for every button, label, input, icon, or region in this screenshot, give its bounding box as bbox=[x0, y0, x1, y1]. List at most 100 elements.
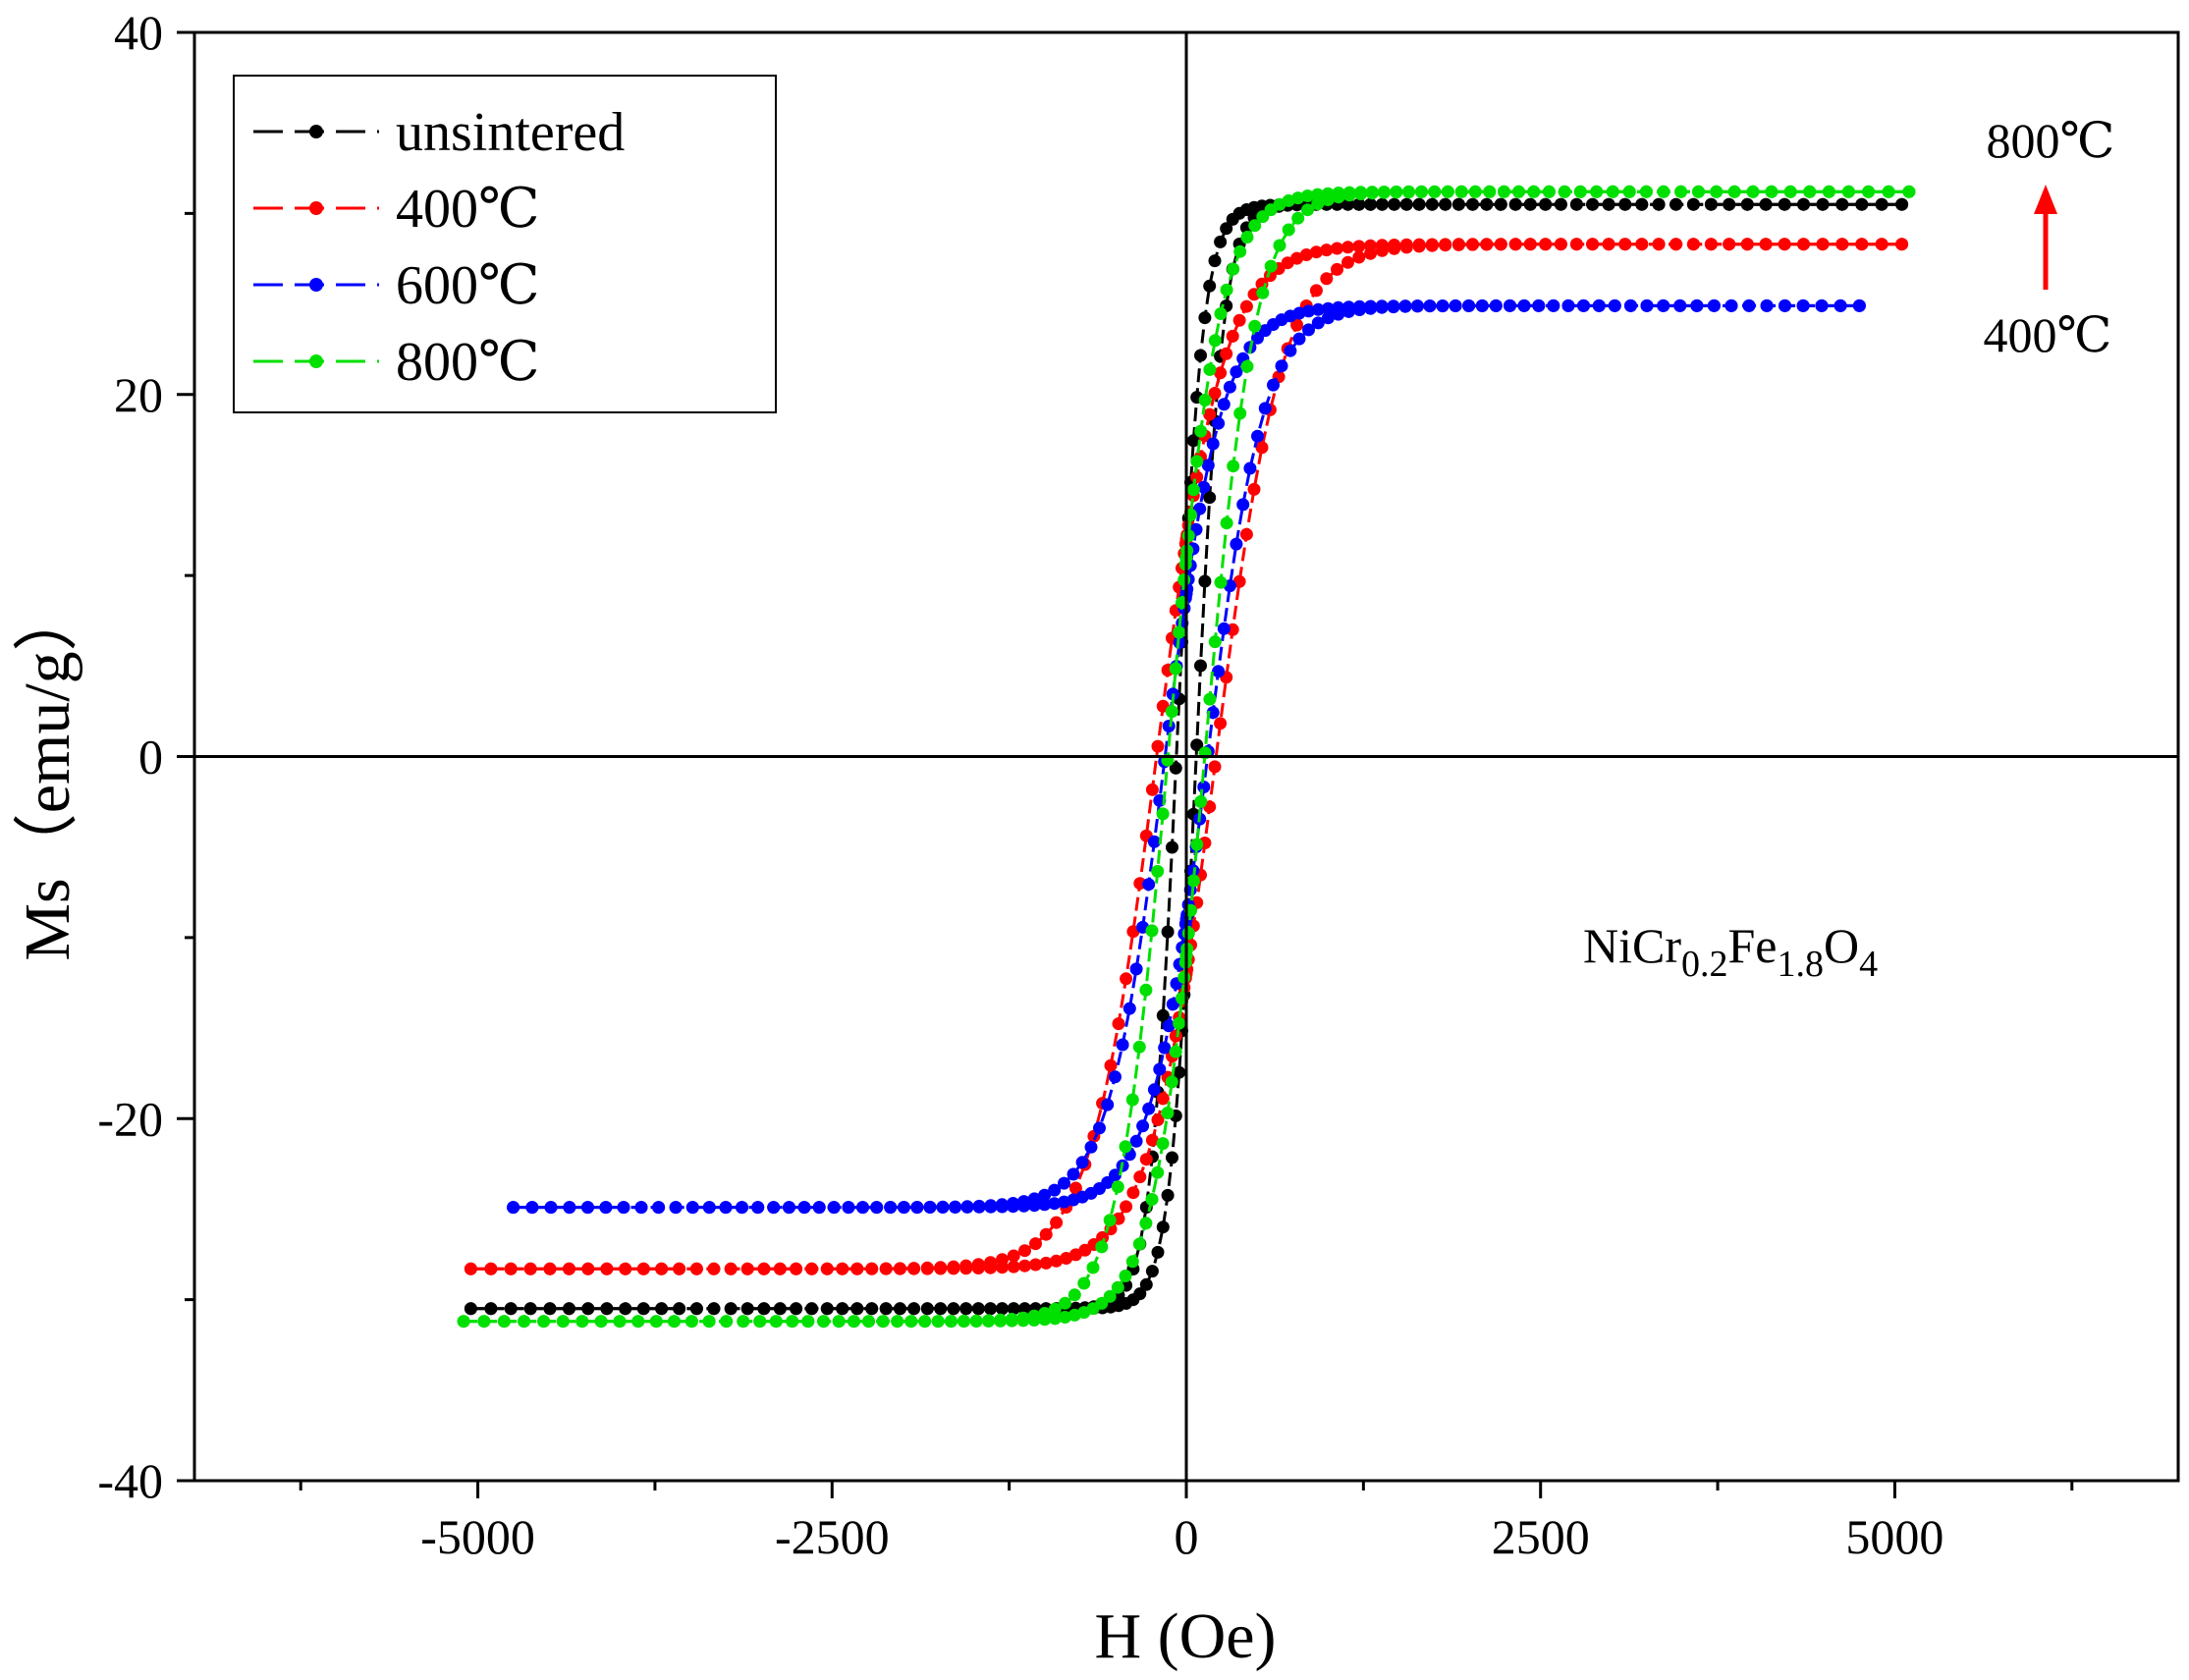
data-point bbox=[1441, 185, 1454, 198]
data-point bbox=[1704, 238, 1718, 251]
data-point bbox=[1399, 197, 1413, 211]
data-point bbox=[1816, 238, 1830, 251]
data-point bbox=[484, 1262, 498, 1275]
data-point bbox=[971, 1302, 985, 1316]
data-point bbox=[1007, 1249, 1020, 1263]
data-point bbox=[1145, 1133, 1159, 1147]
formula-o: O bbox=[1824, 918, 1859, 973]
data-point bbox=[960, 1200, 974, 1214]
data-point bbox=[1375, 300, 1389, 314]
data-point bbox=[724, 1262, 738, 1275]
data-point bbox=[1077, 1276, 1091, 1290]
data-point bbox=[1618, 238, 1632, 251]
data-point bbox=[757, 1302, 771, 1316]
data-point bbox=[1635, 238, 1649, 251]
data-point bbox=[1151, 1245, 1165, 1259]
data-point bbox=[1439, 197, 1452, 211]
data-point bbox=[1723, 197, 1736, 211]
data-point bbox=[1194, 349, 1207, 362]
data-point bbox=[1005, 1314, 1018, 1328]
data-point bbox=[1226, 329, 1239, 343]
data-point bbox=[757, 1262, 771, 1275]
data-point bbox=[1165, 1075, 1178, 1089]
data-point bbox=[1132, 1040, 1146, 1054]
data-point bbox=[836, 1262, 849, 1275]
data-point bbox=[982, 1315, 996, 1328]
data-point bbox=[1129, 1134, 1143, 1148]
data-point bbox=[707, 1262, 721, 1275]
data-point bbox=[1214, 575, 1228, 589]
data-point bbox=[1462, 299, 1476, 312]
data-point bbox=[1165, 705, 1178, 719]
data-point bbox=[685, 1201, 699, 1215]
data-point bbox=[477, 1315, 491, 1328]
data-point bbox=[783, 1201, 795, 1215]
data-point bbox=[1255, 441, 1269, 455]
data-point bbox=[689, 1302, 703, 1316]
data-point bbox=[1480, 238, 1494, 251]
data-point bbox=[862, 1315, 875, 1328]
data-point bbox=[1116, 1038, 1129, 1052]
data-point bbox=[1256, 286, 1270, 299]
data-point bbox=[1239, 527, 1253, 541]
data-point bbox=[1214, 307, 1228, 320]
data-point bbox=[702, 1315, 716, 1328]
data-point bbox=[1181, 529, 1195, 543]
data-point bbox=[1692, 185, 1705, 198]
data-point bbox=[1194, 424, 1208, 438]
data-point bbox=[1084, 1140, 1098, 1154]
data-point bbox=[1341, 255, 1354, 269]
data-point bbox=[1050, 1216, 1064, 1229]
data-point bbox=[1111, 1180, 1124, 1194]
data-point bbox=[484, 1302, 498, 1316]
data-point bbox=[1232, 313, 1246, 327]
data-point bbox=[1147, 1083, 1161, 1097]
data-point bbox=[1451, 238, 1465, 251]
data-point bbox=[904, 1315, 918, 1328]
data-point bbox=[1162, 720, 1176, 732]
data-point bbox=[1048, 1302, 1062, 1316]
data-point bbox=[720, 1315, 734, 1328]
data-point bbox=[897, 1201, 910, 1215]
data-point bbox=[1399, 241, 1413, 254]
data-point bbox=[707, 1302, 721, 1316]
data-point bbox=[1387, 300, 1400, 314]
data-point bbox=[1855, 197, 1869, 211]
data-point bbox=[1561, 298, 1575, 312]
data-point bbox=[1652, 238, 1666, 251]
data-point bbox=[1132, 1237, 1146, 1251]
data-point bbox=[1208, 334, 1222, 348]
data-point bbox=[1214, 235, 1228, 248]
data-point bbox=[617, 1201, 630, 1215]
data-point bbox=[1412, 240, 1426, 253]
data-point bbox=[801, 1315, 815, 1328]
data-point bbox=[581, 1201, 594, 1215]
data-point bbox=[1136, 1119, 1150, 1133]
data-point bbox=[1120, 1200, 1133, 1214]
data-point bbox=[910, 1201, 924, 1215]
data-point bbox=[740, 1262, 754, 1275]
data-point bbox=[1126, 925, 1140, 939]
data-point bbox=[894, 1302, 906, 1316]
y-tick-label: 40 bbox=[114, 5, 163, 60]
arrow-bottom-label: 400℃ bbox=[1984, 307, 2112, 362]
legend-entry-3: 600℃ bbox=[253, 255, 540, 316]
data-point bbox=[1139, 1153, 1153, 1166]
data-point bbox=[634, 1201, 648, 1215]
data-point bbox=[751, 1201, 765, 1215]
axes-layer: -5000 -2500 0 2500 5000 -40 -20 0 20 40 bbox=[97, 5, 2180, 1564]
data-point bbox=[1302, 304, 1315, 318]
legend: unsintered 400℃ 600℃ 800℃ bbox=[233, 75, 777, 413]
data-point bbox=[1038, 1188, 1052, 1202]
data-point bbox=[1156, 1220, 1170, 1234]
data-point bbox=[1161, 1107, 1175, 1119]
data-point bbox=[1352, 250, 1366, 264]
data-point bbox=[1508, 197, 1522, 211]
data-point bbox=[649, 1315, 663, 1328]
data-point bbox=[1203, 279, 1217, 293]
data-point bbox=[1267, 378, 1280, 392]
data-point bbox=[1059, 1296, 1071, 1310]
data-point bbox=[1151, 739, 1165, 753]
data-point bbox=[1103, 1289, 1117, 1303]
data-point bbox=[1156, 1008, 1170, 1022]
